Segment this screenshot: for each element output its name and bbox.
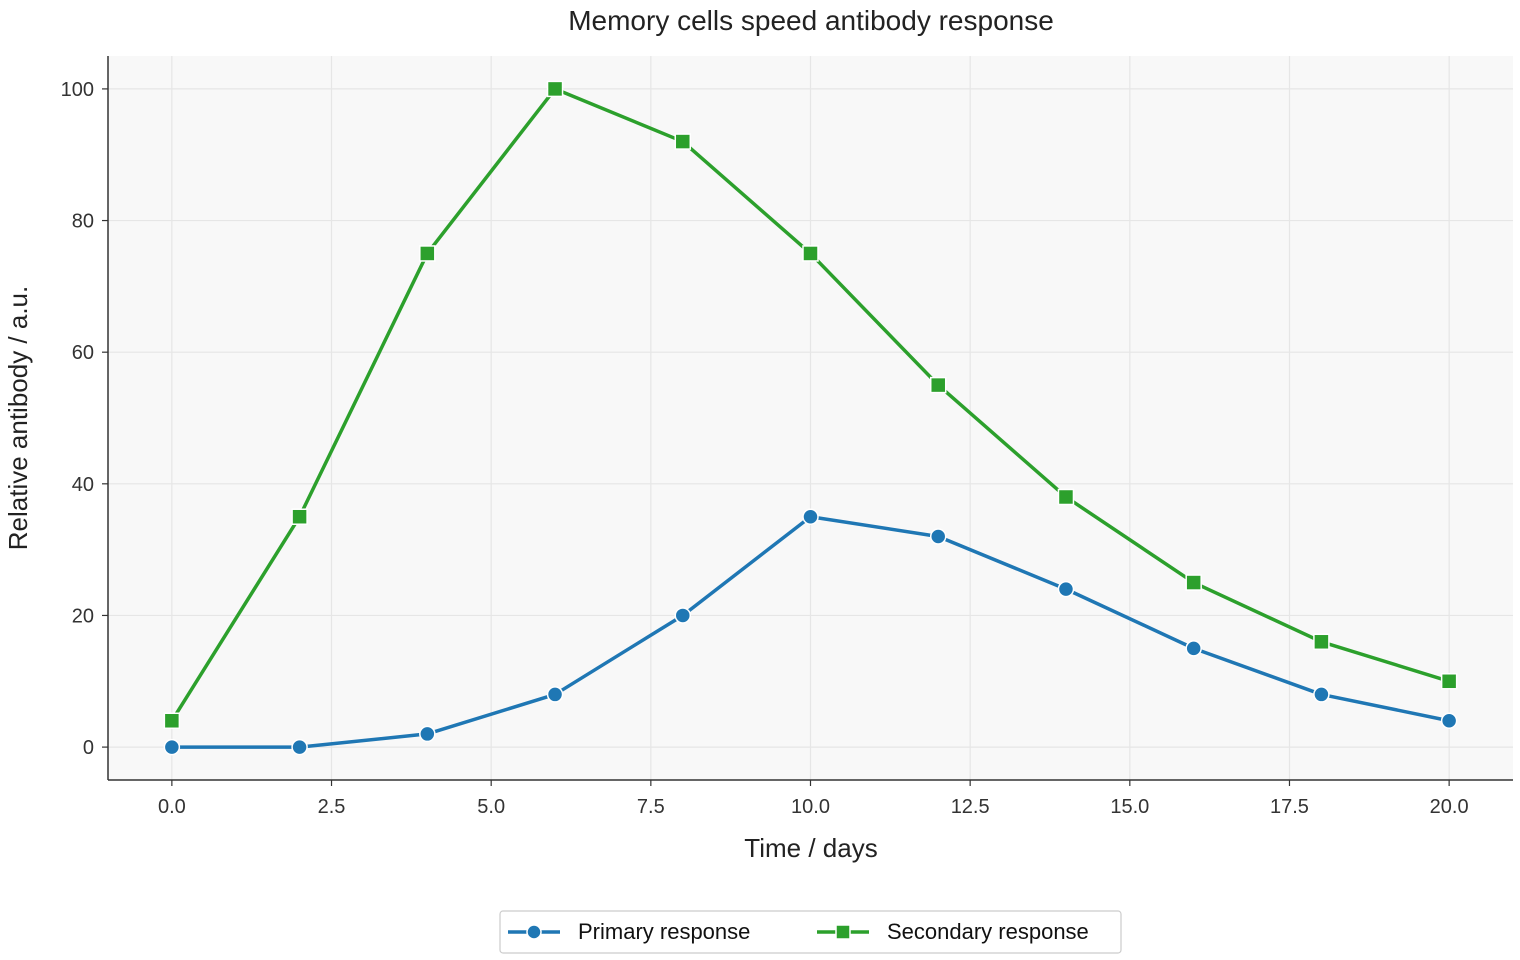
- x-axis-label: Time / days: [744, 833, 877, 863]
- data-point-secondary-response: [802, 245, 819, 262]
- data-point-primary-response: [1185, 640, 1202, 657]
- x-tick-label: 0.0: [158, 796, 186, 818]
- legend: Primary response Secondary response: [499, 910, 1122, 954]
- data-point-secondary-response: [674, 133, 692, 150]
- data-point-primary-response: [1440, 712, 1458, 730]
- data-point-secondary-response: [419, 245, 436, 262]
- data-point-primary-response: [1313, 686, 1330, 703]
- x-tick-label: 2.5: [318, 796, 346, 818]
- series-layer: [163, 80, 1458, 756]
- x-tick-label: 5.0: [477, 796, 505, 818]
- chart-title: Memory cells speed antibody response: [568, 5, 1054, 36]
- data-point-primary-response: [291, 738, 308, 756]
- x-tick-label: 20.0: [1430, 796, 1469, 818]
- x-tick-label: 10.0: [791, 796, 830, 818]
- data-point-primary-response: [802, 508, 819, 525]
- x-tick-label: 15.0: [1110, 796, 1149, 818]
- ticks: 0.0 2.5 5.0 7.5 10.0 12.5 15.0 17.5 20.0 0 20 40 60 8…: [61, 79, 1469, 818]
- y-tick-label: 40: [72, 474, 94, 496]
- legend-label-primary: Primary response: [578, 919, 750, 944]
- x-tick-label: 7.5: [637, 796, 665, 818]
- legend-label-secondary: Secondary response: [887, 919, 1089, 944]
- data-point-primary-response: [674, 607, 692, 624]
- y-tick-label: 0: [83, 737, 94, 759]
- y-axis-label: Relative antibody / a.u.: [3, 286, 33, 551]
- x-tick-label: 17.5: [1270, 796, 1309, 818]
- data-point-secondary-response: [1440, 673, 1458, 690]
- legend-marker-secondary: [835, 924, 851, 940]
- legend-box: [499, 910, 1122, 954]
- data-point-secondary-response: [163, 712, 181, 730]
- grid: [108, 56, 1513, 780]
- data-point-primary-response: [546, 686, 564, 703]
- data-point-secondary-response: [929, 376, 947, 394]
- data-point-primary-response: [419, 725, 436, 743]
- y-tick-label: 20: [72, 605, 94, 627]
- data-point-primary-response: [1057, 580, 1075, 598]
- x-tick-label: 12.5: [951, 796, 990, 818]
- data-point-primary-response: [163, 738, 181, 756]
- data-point-secondary-response: [546, 80, 564, 98]
- legend-marker-primary: [526, 924, 542, 940]
- data-point-secondary-response: [1313, 633, 1330, 651]
- data-point-secondary-response: [291, 508, 308, 525]
- y-tick-label: 100: [61, 79, 94, 101]
- data-point-secondary-response: [1057, 488, 1075, 506]
- y-tick-label: 80: [72, 211, 94, 233]
- data-point-primary-response: [929, 528, 947, 545]
- data-point-secondary-response: [1185, 574, 1202, 591]
- y-tick-label: 60: [72, 342, 94, 364]
